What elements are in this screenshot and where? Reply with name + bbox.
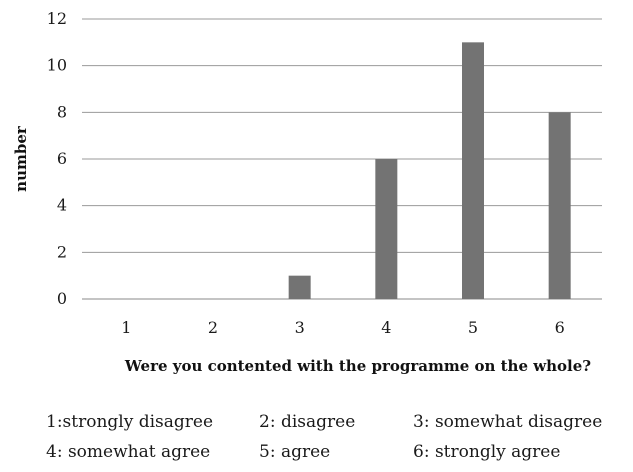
y-axis-title: number (12, 125, 30, 192)
x-tick-label: 2 (208, 318, 218, 337)
legend-row: 1:strongly disagree 2: disagree 3: somew… (46, 412, 633, 442)
x-tick-label: 5 (468, 318, 478, 337)
category-legend: 1:strongly disagree 2: disagree 3: somew… (46, 412, 633, 472)
x-tick-label: 3 (295, 318, 305, 337)
bar (375, 159, 398, 299)
x-tick-label: 4 (381, 318, 391, 337)
bar (462, 42, 484, 299)
legend-item-6: 6: strongly agree (413, 442, 561, 462)
bar (288, 275, 311, 299)
y-tick-label: 2 (57, 242, 67, 261)
legend-item-4: 4: somewhat agree (46, 442, 211, 462)
x-tick-labels: 1 2 3 4 5 6 (121, 318, 565, 337)
legend-item-1: 1:strongly disagree (46, 412, 214, 432)
y-tick-label: 6 (57, 149, 67, 168)
bars (288, 42, 571, 299)
legend-item-3: 3: somewhat disagree (413, 412, 603, 432)
legend-row: 4: somewhat agree 5: agree 6: strongly a… (46, 442, 633, 472)
x-tick-label: 6 (555, 318, 565, 337)
y-tick-label: 12 (47, 9, 67, 28)
bar (548, 112, 571, 299)
legend-item-5: 5: agree (259, 442, 331, 462)
legend-item-2: 2: disagree (259, 412, 356, 432)
x-axis-title: Were you contented with the programme on… (124, 357, 591, 375)
x-tick-label: 1 (121, 318, 131, 337)
gridlines (82, 18, 602, 300)
y-tick-label: 0 (57, 289, 67, 308)
y-tick-label: 4 (57, 196, 67, 215)
y-tick-labels: 0 2 4 6 8 10 12 (47, 9, 67, 308)
y-tick-label: 8 (57, 102, 67, 121)
y-tick-label: 10 (47, 56, 67, 75)
